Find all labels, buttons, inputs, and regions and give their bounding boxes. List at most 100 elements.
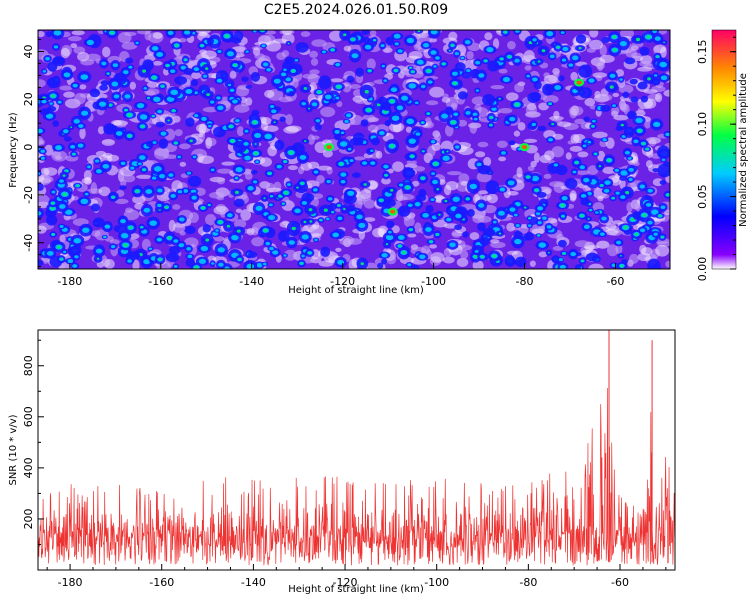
figure-title: C2E5.2024.026.01.50.R09 bbox=[264, 2, 448, 18]
amplitude-blob-core bbox=[57, 100, 62, 104]
amplitude-blob-core bbox=[177, 155, 181, 159]
amplitude-blob-peak bbox=[252, 120, 257, 124]
amplitude-blob-peak bbox=[205, 238, 210, 242]
amplitude-blob-core bbox=[537, 221, 542, 225]
low-amplitude-patch bbox=[322, 149, 333, 158]
amplitude-blob-peak bbox=[466, 197, 470, 200]
amplitude-blob-peak bbox=[317, 90, 321, 94]
amplitude-blob-core bbox=[340, 131, 345, 135]
amplitude-blob-core bbox=[266, 68, 272, 72]
amplitude-blob bbox=[355, 67, 364, 77]
x-tick-label: -140 bbox=[241, 576, 266, 589]
amplitude-blob-core bbox=[193, 67, 200, 72]
amplitude-blob-core bbox=[227, 213, 233, 218]
amplitude-blob-core bbox=[326, 217, 330, 221]
amplitude-blob bbox=[245, 84, 253, 89]
amplitude-blob-core bbox=[381, 64, 386, 68]
amplitude-blob-peak bbox=[647, 77, 651, 81]
low-amplitude-patch bbox=[38, 139, 46, 145]
amplitude-blob-peak bbox=[208, 204, 211, 206]
low-amplitude-patch bbox=[281, 30, 293, 35]
amplitude-blob-core bbox=[599, 232, 605, 236]
low-amplitude-patch bbox=[283, 249, 298, 261]
amplitude-blob-core bbox=[435, 56, 440, 60]
amplitude-blob-core bbox=[475, 60, 481, 65]
low-amplitude-patch bbox=[59, 85, 73, 91]
amplitude-blob-peak bbox=[587, 218, 590, 220]
amplitude-blob bbox=[38, 182, 44, 191]
low-amplitude-patch bbox=[265, 40, 282, 52]
low-amplitude-patch bbox=[310, 58, 319, 66]
low-amplitude-patch bbox=[405, 126, 413, 133]
low-amplitude-patch bbox=[40, 167, 50, 177]
amplitude-blob bbox=[314, 123, 322, 131]
amplitude-blob-core bbox=[335, 96, 340, 100]
amplitude-blob-core bbox=[647, 220, 653, 225]
low-amplitude-patch bbox=[97, 126, 105, 135]
amplitude-blob-core bbox=[394, 42, 399, 46]
amplitude-blob bbox=[551, 255, 560, 264]
amplitude-blob bbox=[187, 175, 202, 187]
amplitude-blob-peak bbox=[268, 172, 271, 175]
amplitude-blob-peak bbox=[107, 72, 110, 75]
amplitude-blob-core bbox=[72, 264, 78, 268]
amplitude-blob bbox=[241, 76, 249, 82]
low-amplitude-patch bbox=[605, 228, 619, 236]
low-amplitude-patch bbox=[448, 31, 458, 41]
amplitude-blob bbox=[125, 57, 134, 64]
amplitude-blob-peak bbox=[523, 206, 527, 209]
amplitude-blob-core bbox=[185, 89, 193, 94]
amplitude-blob-core bbox=[325, 94, 332, 100]
amplitude-blob-core bbox=[272, 250, 279, 255]
amplitude-blob-core bbox=[247, 186, 254, 191]
low-amplitude-patch bbox=[388, 122, 405, 133]
amplitude-blob bbox=[425, 204, 434, 214]
amplitude-blob-peak bbox=[254, 151, 258, 155]
amplitude-blob-peak bbox=[218, 220, 223, 224]
amplitude-blob bbox=[621, 259, 628, 265]
low-amplitude-patch bbox=[441, 97, 451, 103]
y-tick-label: -40 bbox=[22, 234, 35, 252]
low-amplitude-patch bbox=[353, 156, 366, 161]
amplitude-blob-core bbox=[497, 210, 505, 216]
amplitude-blob-peak bbox=[489, 124, 493, 126]
low-amplitude-patch bbox=[655, 92, 663, 103]
amplitude-blob-peak bbox=[411, 70, 415, 73]
amplitude-blob-peak bbox=[56, 245, 61, 249]
low-amplitude-patch bbox=[442, 93, 449, 99]
low-amplitude-patch bbox=[663, 89, 670, 97]
y-tick-label: -20 bbox=[22, 186, 35, 204]
low-amplitude-patch bbox=[235, 208, 242, 213]
amplitude-blob bbox=[575, 34, 587, 44]
amplitude-blob-peak bbox=[535, 188, 539, 192]
amplitude-blob bbox=[639, 46, 650, 56]
amplitude-blob bbox=[183, 67, 193, 75]
amplitude-blob bbox=[39, 108, 51, 115]
low-amplitude-patch bbox=[329, 78, 344, 83]
amplitude-blob-core bbox=[430, 140, 436, 144]
amplitude-blob-peak bbox=[236, 229, 241, 233]
amplitude-blob-peak bbox=[206, 93, 210, 97]
amplitude-blob-peak bbox=[72, 153, 76, 156]
amplitude-blob-peak bbox=[379, 199, 383, 202]
amplitude-blob-core bbox=[62, 129, 69, 134]
amplitude-blob-core bbox=[509, 116, 516, 122]
amplitude-blob-peak bbox=[296, 186, 299, 189]
amplitude-blob-core bbox=[452, 196, 460, 202]
amplitude-blob-core bbox=[78, 124, 84, 129]
x-tick-label: -80 bbox=[519, 576, 537, 589]
snr-y-label: SNR (10 * v/v) bbox=[8, 414, 19, 485]
amplitude-blob-core bbox=[549, 54, 555, 59]
amplitude-blob-core bbox=[583, 224, 590, 230]
amplitude-blob-peak bbox=[364, 90, 369, 94]
amplitude-blob-core bbox=[59, 224, 64, 228]
amplitude-blob bbox=[557, 239, 567, 248]
low-amplitude-patch bbox=[587, 165, 599, 176]
amplitude-blob-core bbox=[603, 188, 610, 193]
amplitude-blob-peak bbox=[205, 67, 209, 70]
low-amplitude-patch bbox=[368, 181, 378, 190]
amplitude-blob-core bbox=[572, 55, 579, 61]
amplitude-blob-peak bbox=[429, 240, 433, 243]
amplitude-blob-peak bbox=[201, 206, 205, 210]
amplitude-blob bbox=[585, 252, 599, 262]
